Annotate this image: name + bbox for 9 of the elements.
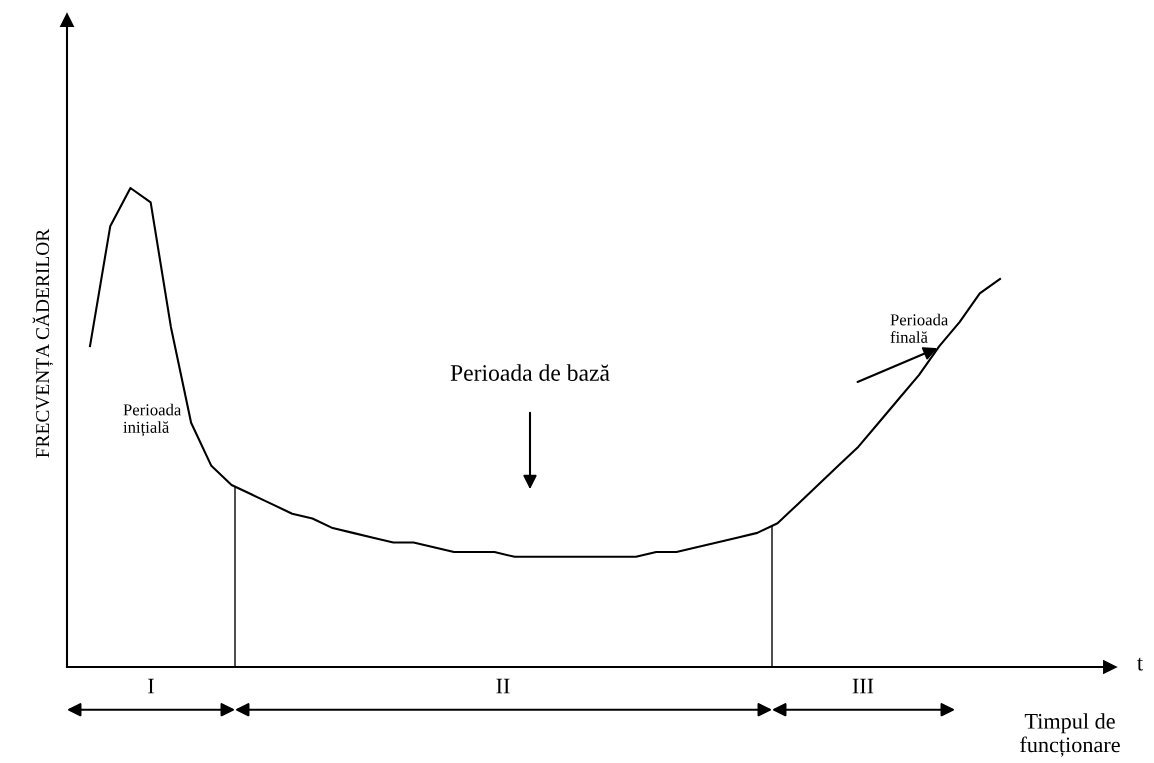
x-axis-title: Timpul de funcționare bbox=[1020, 713, 1120, 757]
text: III bbox=[852, 678, 874, 694]
text: II bbox=[496, 678, 510, 694]
y-axis-title: FRECVENȚA CĂDERILOR bbox=[32, 228, 54, 458]
annotation: Perioada de bază bbox=[450, 364, 610, 381]
annotation: Perioada inițială bbox=[123, 403, 182, 437]
text: t bbox=[1137, 657, 1143, 671]
annotation: Perioada finală bbox=[890, 313, 949, 343]
text: I bbox=[148, 678, 154, 694]
